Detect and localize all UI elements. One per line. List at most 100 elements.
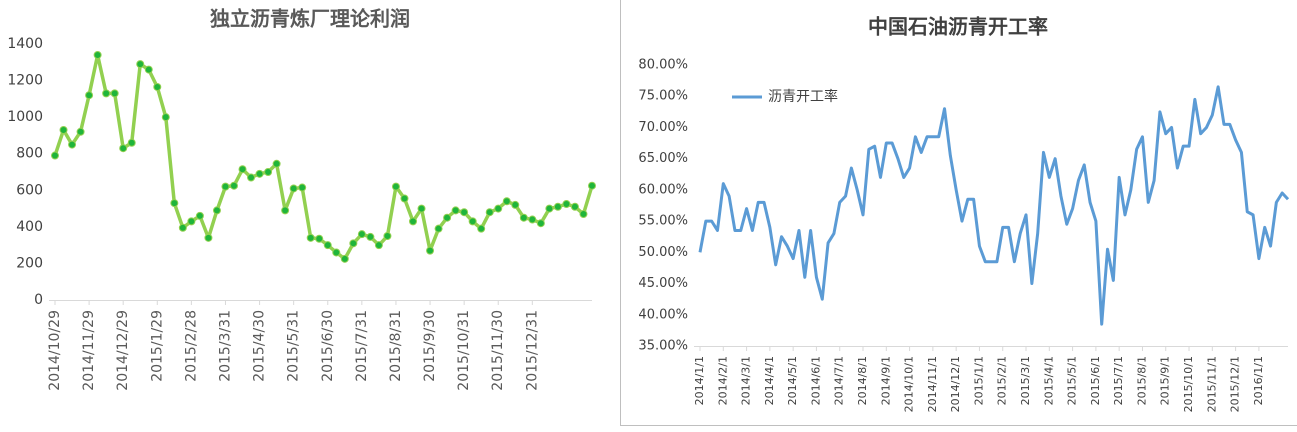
data-point [536, 219, 545, 228]
data-point [579, 210, 588, 219]
x-tick-label: 2015/4/30 [252, 310, 268, 382]
data-point [434, 224, 443, 233]
y-tick-label: 1400 [7, 36, 43, 52]
x-tick-label: 2014/10/1 [903, 356, 916, 412]
x-tick-label: 2014/6/1 [809, 356, 822, 405]
y-tick-label: 40.00% [638, 307, 688, 322]
y-tick-label: 0 [34, 292, 43, 308]
y-tick-label: 45.00% [638, 276, 688, 291]
x-tick-label: 2014/4/1 [763, 356, 776, 405]
x-tick-label: 2015/4/1 [1042, 356, 1055, 405]
data-point [477, 224, 486, 233]
data-point [59, 125, 68, 134]
data-point [332, 248, 341, 257]
data-point [468, 217, 477, 226]
x-tick-label: 2015/8/1 [1135, 356, 1148, 405]
x-tick-label: 2015/1/29 [149, 310, 165, 382]
data-point [451, 206, 460, 215]
data-point [221, 182, 230, 191]
x-tick-label: 2015/6/1 [1089, 356, 1102, 405]
x-tick-label: 2015/5/1 [1066, 356, 1079, 405]
data-point [178, 223, 187, 232]
x-tick-label: 2015/10/31 [456, 310, 472, 391]
x-tick-label: 2015/7/1 [1112, 356, 1125, 405]
data-point [357, 230, 366, 239]
data-point [272, 159, 281, 168]
data-point [374, 241, 383, 250]
y-tick-label: 200 [16, 255, 43, 271]
data-point [511, 200, 520, 209]
x-tick-label: 2015/10/1 [1182, 356, 1195, 412]
data-point [298, 183, 307, 192]
x-tick-label: 2014/2/1 [716, 356, 729, 405]
data-point [85, 91, 94, 100]
x-tick-label: 2015/9/30 [422, 310, 438, 382]
data-point [562, 200, 571, 208]
data-point [93, 50, 102, 59]
data-point [187, 217, 196, 226]
data-point [212, 206, 221, 215]
series-line [698, 85, 1290, 326]
data-point [443, 213, 452, 222]
data-point [127, 138, 136, 147]
x-tick-label: 2014/11/1 [926, 356, 939, 412]
data-point [289, 184, 298, 193]
data-point [281, 206, 290, 215]
y-tick-label: 800 [16, 146, 43, 162]
x-tick-label: 2015/9/1 [1159, 356, 1172, 405]
y-tick-label: 35.00% [638, 339, 688, 354]
data-point [153, 82, 162, 91]
y-tick-label: 400 [16, 219, 43, 235]
x-tick-label: 2015/5/31 [286, 310, 302, 382]
legend-label: 沥青开工率 [768, 88, 838, 105]
data-point [570, 202, 579, 211]
x-tick-label: 2014/1/1 [693, 356, 706, 405]
chart-title: 中国石油沥青开工率 [868, 15, 1048, 39]
chart: 中国石油沥青开工率 35.00% 40.00% 45.00% 50.00% 55.00%… [620, 0, 1297, 426]
x-tick-label: 2014/9/1 [879, 356, 892, 405]
x-tick-label: 2015/11/30 [490, 310, 506, 391]
x-tick-label: 2014/5/1 [786, 356, 799, 405]
data-point [51, 151, 59, 160]
data-point [102, 89, 111, 98]
data-point [409, 217, 417, 226]
x-tick-label: 2015/2/28 [183, 310, 199, 382]
data-point [383, 232, 392, 240]
data-point [349, 239, 358, 248]
data-point [195, 211, 204, 220]
y-tick-label: 75.00% [638, 89, 688, 104]
data-point [170, 199, 179, 208]
x-tick-label: 2015/11/1 [1205, 356, 1218, 412]
x-tick-label: 2015/12/31 [524, 310, 540, 391]
x-tick-label: 2014/7/1 [833, 356, 846, 405]
y-tick-label: 55.00% [638, 214, 688, 229]
y-tick-label: 70.00% [638, 120, 688, 135]
data-point [264, 168, 273, 176]
data-point [528, 215, 537, 224]
y-tick-label: 50.00% [638, 245, 688, 260]
data-point [204, 233, 213, 242]
y-tick-label: 1200 [7, 73, 43, 89]
data-point [553, 202, 562, 211]
chart: 独立沥青炼厂理论利润 0 200 400 600 800 1000 1200 1400 2014… [7, 7, 596, 391]
x-tick-label: 2014/12/1 [949, 356, 962, 412]
data-point [238, 165, 247, 174]
data-point [417, 204, 426, 213]
data-point [230, 181, 238, 190]
y-tick-label: 80.00% [638, 58, 688, 73]
data-point [588, 181, 596, 190]
data-point [519, 213, 528, 222]
data-point [255, 169, 264, 178]
data-point [545, 204, 554, 213]
y-tick-label: 1000 [7, 109, 43, 125]
x-tick-label: 2015/6/30 [320, 310, 336, 382]
data-point [110, 89, 119, 98]
x-tick-label: 2016/1/1 [1252, 356, 1265, 405]
data-point [400, 194, 409, 203]
data-point [460, 208, 469, 217]
x-tick-label: 2015/1/1 [972, 356, 985, 405]
x-tick-label: 2015/3/1 [1019, 356, 1032, 405]
data-point [315, 234, 324, 243]
x-tick-label: 2015/8/31 [388, 310, 404, 382]
